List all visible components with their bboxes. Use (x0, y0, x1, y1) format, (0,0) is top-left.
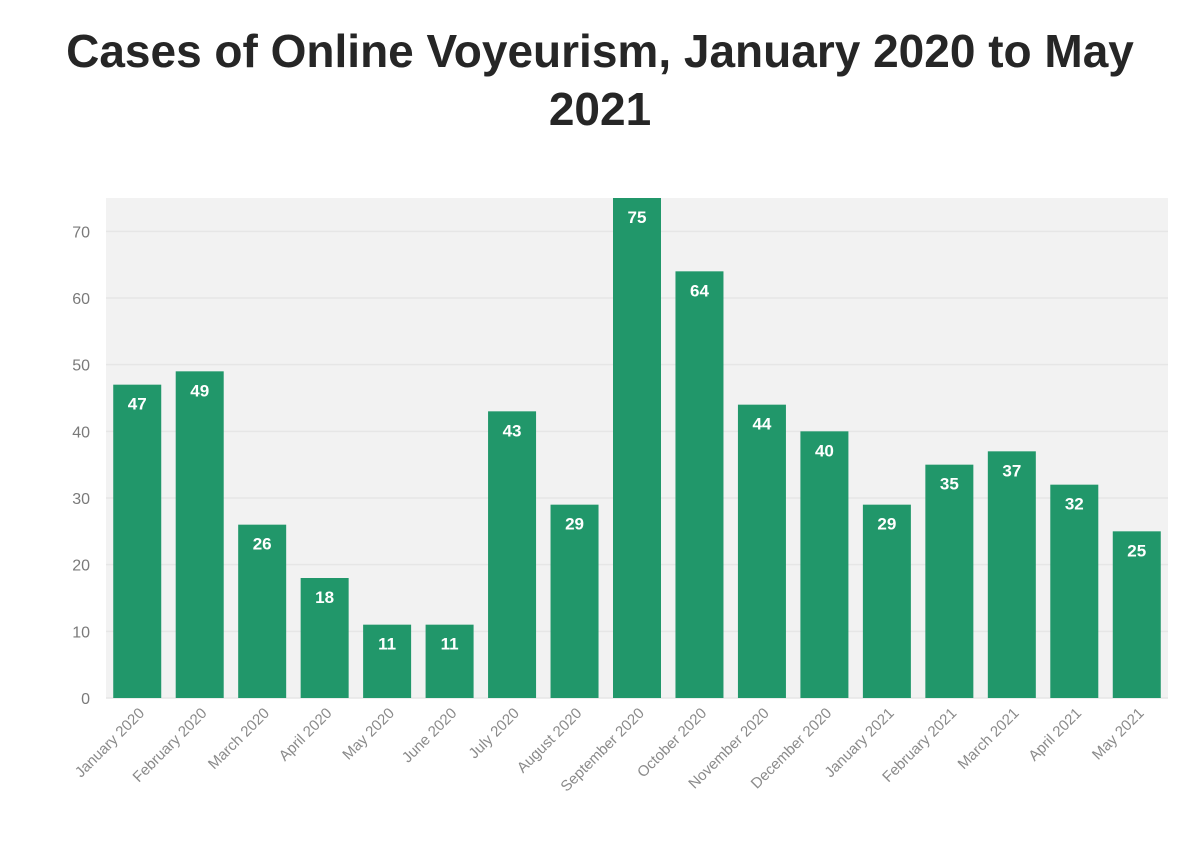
y-tick-label: 70 (72, 224, 90, 241)
data-label: 44 (752, 415, 771, 434)
y-tick-label: 20 (72, 558, 90, 575)
x-tick-label: May 2020 (339, 705, 398, 764)
data-label: 35 (940, 475, 959, 494)
bar (987, 451, 1036, 698)
bar (425, 624, 474, 698)
x-tick-label: April 2021 (1025, 705, 1085, 765)
data-label: 75 (628, 208, 647, 227)
bar (1112, 531, 1161, 698)
data-label: 26 (253, 535, 272, 554)
chart-title: Cases of Online Voyeurism, January 2020 … (66, 25, 1134, 135)
y-tick-label: 60 (72, 291, 90, 308)
data-labels: 47 49 26 18 11 11 43 29 75 64 44 40 29 35 37 32 25 (128, 208, 1146, 654)
bar (488, 411, 537, 698)
bar (300, 578, 349, 698)
y-tick-label: 10 (72, 624, 90, 641)
bar (175, 371, 224, 698)
bar (363, 624, 412, 698)
bar (675, 271, 724, 698)
data-label: 64 (690, 281, 709, 300)
data-label: 32 (1065, 495, 1084, 514)
x-tick-label: May 2021 (1089, 705, 1148, 764)
bar (925, 464, 974, 698)
x-tick-label: June 2020 (399, 705, 461, 767)
data-label: 25 (1127, 541, 1146, 560)
data-label: 37 (1002, 461, 1021, 480)
data-label: 11 (441, 635, 459, 654)
x-tick-label: March 2021 (955, 705, 1023, 773)
data-label: 11 (378, 635, 396, 654)
bar (550, 504, 599, 698)
x-tick-label: July 2020 (465, 705, 522, 762)
bar (862, 504, 911, 698)
bars (113, 198, 1161, 698)
bar (1050, 484, 1099, 698)
data-label: 29 (877, 515, 896, 534)
bar (238, 524, 287, 698)
y-axis-ticks: 0 10 20 30 40 50 60 70 (72, 224, 90, 708)
bar (737, 404, 786, 698)
data-label: 18 (315, 588, 334, 607)
bar (800, 431, 849, 698)
bar (113, 384, 162, 698)
data-label: 43 (503, 421, 522, 440)
y-tick-label: 0 (81, 691, 90, 708)
data-label: 40 (815, 441, 834, 460)
data-label: 49 (190, 381, 209, 400)
data-label: 29 (565, 515, 584, 534)
x-tick-label: March 2020 (205, 705, 273, 773)
data-label: 47 (128, 395, 147, 414)
y-tick-label: 40 (72, 424, 90, 441)
bar (613, 198, 661, 698)
y-tick-label: 30 (72, 491, 90, 508)
x-tick-label: April 2020 (276, 705, 336, 765)
y-tick-label: 50 (72, 358, 90, 375)
